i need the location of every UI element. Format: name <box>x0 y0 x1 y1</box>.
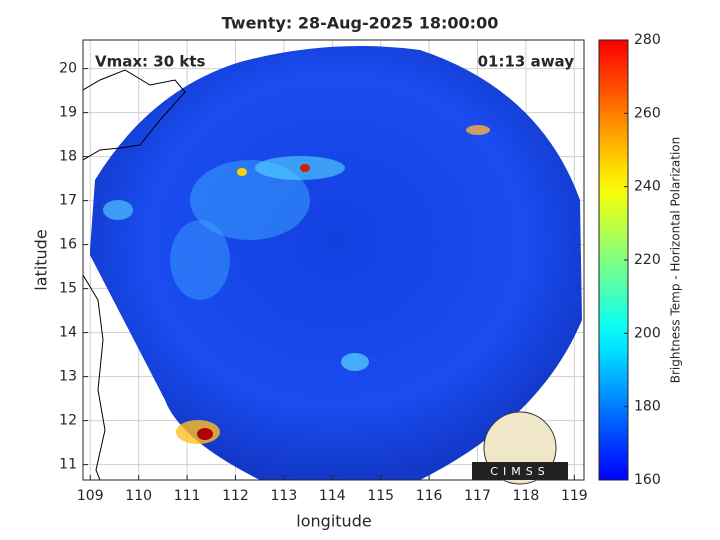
y-tick-label: 18 <box>59 149 77 165</box>
y-tick-label: 20 <box>59 61 77 77</box>
x-tick-label: 113 <box>271 488 298 504</box>
y-tick-label: 13 <box>59 369 77 385</box>
axes-frame <box>82 39 585 481</box>
logo: CIMSS <box>472 411 568 485</box>
colorbar-label: Brightness Temp - Horizontal Polarizatio… <box>669 137 683 384</box>
image <box>83 46 582 480</box>
x-tick-label: 109 <box>77 488 104 504</box>
colorbar-tick-label: 220 <box>634 252 661 268</box>
x-tick-label: 112 <box>222 488 249 504</box>
cloud <box>190 160 310 240</box>
x-tick-label: 117 <box>464 488 491 504</box>
cloud <box>466 125 490 135</box>
annotation: 01:13 away <box>478 53 575 71</box>
scan-disc <box>90 46 582 480</box>
x-tick-label: 116 <box>416 488 443 504</box>
cloud <box>170 220 230 300</box>
logo-text: CIMSS <box>490 465 549 478</box>
y-tick-label: 15 <box>59 281 77 297</box>
x-tick-label: 111 <box>174 488 201 504</box>
y-axis-label: latitude <box>32 229 51 290</box>
colorbar-tick-label: 180 <box>634 399 661 415</box>
colorbar-tick-label: 240 <box>634 179 661 195</box>
colorbar <box>598 39 629 481</box>
y-tick-label: 19 <box>59 105 77 121</box>
coastline <box>83 69 186 480</box>
cloud <box>237 168 247 176</box>
x-tick-label: 118 <box>513 488 540 504</box>
chart-title: Twenty: 28-Aug-2025 18:00:00 <box>222 14 499 33</box>
y-tick-label: 16 <box>59 237 77 253</box>
colorbar-tick-label: 280 <box>634 32 661 48</box>
colorbar-tick-label: 160 <box>634 472 661 488</box>
colorbar-tick-label: 260 <box>634 105 661 121</box>
y-tick-label: 14 <box>59 325 77 341</box>
x-tick-label: 115 <box>367 488 394 504</box>
cloud <box>197 428 213 440</box>
cloud <box>103 200 133 220</box>
y-tick-label: 11 <box>59 457 77 473</box>
annotation: Vmax: 30 kts <box>95 53 205 71</box>
x-tick-label: 119 <box>561 488 588 504</box>
cloud <box>341 353 369 371</box>
colorbar-tick-label: 200 <box>634 325 661 341</box>
y-tick-label: 17 <box>59 193 77 209</box>
cloud <box>300 164 310 172</box>
x-tick-label: 114 <box>319 488 346 504</box>
x-tick-label: 110 <box>125 488 152 504</box>
x-axis-label: longitude <box>296 512 371 531</box>
y-tick-label: 12 <box>59 413 77 429</box>
